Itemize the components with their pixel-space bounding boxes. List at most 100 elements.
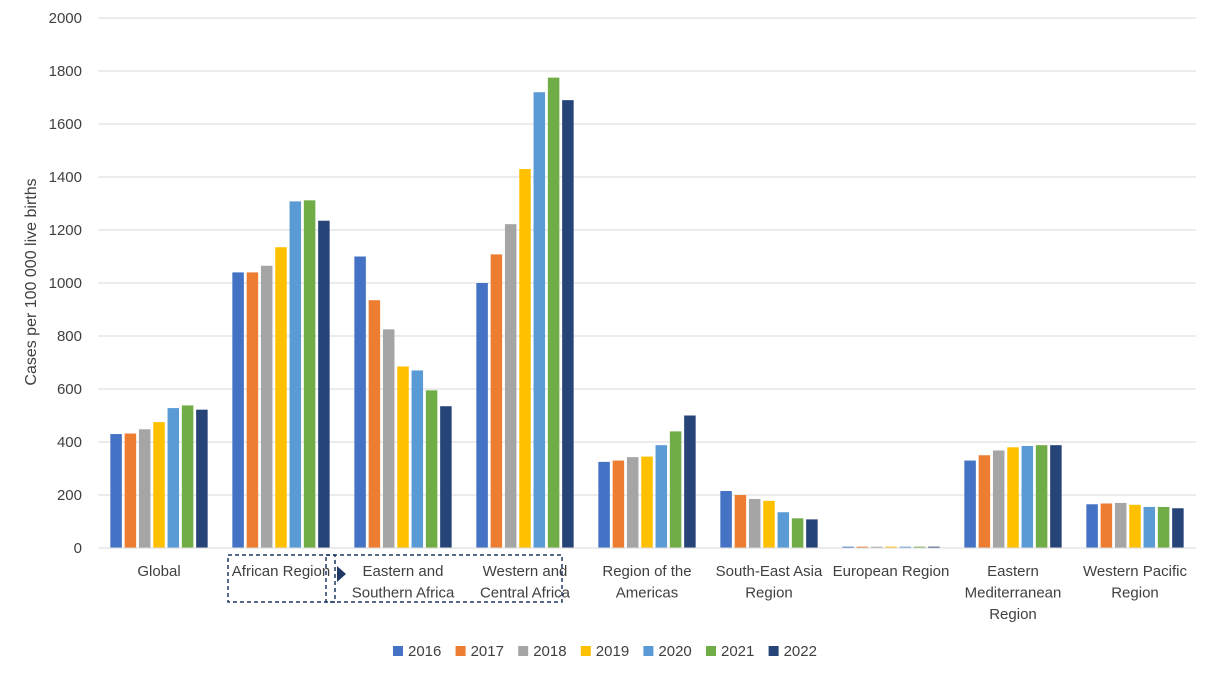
bar: [110, 434, 122, 548]
bar: [992, 450, 1005, 548]
x-category-label-line: South-East Asia: [716, 563, 823, 580]
y-tick-label: 200: [57, 487, 82, 504]
bar: [626, 457, 639, 548]
x-category-label: South-East Asia Region: [716, 563, 823, 602]
bar: [1086, 504, 1098, 548]
bar: [791, 518, 804, 548]
bar: [246, 272, 259, 548]
bar: [289, 201, 302, 548]
bar: [368, 300, 381, 548]
bar: [1021, 445, 1034, 548]
bar: [382, 329, 395, 548]
x-category-label: Western Pacific Region: [1083, 563, 1187, 602]
bar: [856, 546, 869, 548]
bar: [598, 461, 610, 548]
bar: [533, 92, 546, 548]
bar: [1035, 445, 1048, 548]
bar: [964, 460, 976, 548]
x-category-label-line: Mediterranean: [965, 585, 1062, 602]
bar: [720, 491, 732, 548]
y-axis-label: Cases per 100 000 live births: [23, 178, 40, 385]
bar: [928, 546, 940, 548]
bar: [1172, 508, 1184, 548]
x-category-label-line: Western and: [483, 563, 568, 580]
bar: [547, 77, 560, 548]
legend-label: 2019: [596, 643, 629, 660]
bar: [913, 546, 926, 548]
legend-swatch: [706, 646, 716, 656]
x-category-label: Global: [137, 563, 180, 580]
bar: [167, 408, 180, 548]
bar: [1129, 504, 1141, 548]
subregion-group-box: [325, 554, 563, 603]
x-axis-category-labels: Global African Region Eastern and Southern …: [137, 563, 1187, 623]
y-tick-label: 800: [57, 328, 82, 345]
legend-label: 2016: [408, 643, 441, 660]
legend-swatch: [580, 646, 591, 656]
x-category-label-line: Eastern: [987, 563, 1039, 580]
legend-swatch: [768, 646, 779, 656]
bar: [397, 366, 409, 548]
bars: [110, 77, 1184, 549]
bar: [153, 422, 165, 548]
bar: [440, 406, 452, 548]
bar: [275, 247, 287, 548]
bar: [763, 500, 775, 548]
bar: [476, 283, 488, 548]
y-tick-label: 0: [74, 540, 82, 557]
bar: [181, 405, 194, 548]
bar: [562, 100, 574, 549]
y-tick-label: 1200: [49, 222, 82, 239]
x-category-label: European Region: [833, 563, 950, 580]
bar: [669, 431, 682, 548]
x-category-label-line: Southern Africa: [352, 585, 455, 602]
x-category-label: Region of the Americas: [602, 563, 691, 602]
x-category-label-line: African Region: [232, 563, 330, 580]
bar: [303, 200, 316, 548]
bar: [777, 512, 790, 548]
legend-label: 2022: [784, 643, 817, 660]
x-category-label: African Region: [232, 563, 330, 580]
bar: [1143, 506, 1156, 548]
x-category-label-line: Eastern and: [363, 563, 444, 580]
bar: [655, 445, 668, 548]
bar: [196, 409, 208, 548]
bar: [1114, 502, 1127, 548]
bar: [260, 265, 273, 548]
bar: [138, 429, 151, 548]
legend-swatch: [643, 646, 654, 656]
bar: [734, 495, 747, 548]
bar: [318, 220, 330, 548]
y-tick-label: 1600: [49, 116, 82, 133]
bar: [411, 370, 424, 548]
y-tick-label: 1800: [49, 63, 82, 80]
bar: [612, 460, 625, 548]
y-axis-ticks: 0 200 400 600 800 1000 1200 1400 1600 1800 2000: [49, 10, 82, 557]
bar: [885, 546, 897, 548]
group-arrow: [337, 566, 346, 582]
legend-label: 2017: [471, 643, 504, 660]
y-tick-label: 600: [57, 381, 82, 398]
y-tick-label: 2000: [49, 10, 82, 27]
x-category-label-line: Western Pacific: [1083, 563, 1187, 580]
bar: [232, 272, 244, 548]
grouping-annotations: [227, 554, 563, 603]
legend-swatch: [455, 646, 466, 656]
bar: [425, 390, 438, 548]
bar: [870, 546, 883, 548]
bar: [899, 546, 912, 548]
x-category-label-line: Central Africa: [480, 585, 571, 602]
bar: [124, 433, 137, 548]
x-category-label-line: Global: [137, 563, 180, 580]
x-category-label: Western and Central Africa: [480, 563, 571, 602]
x-category-label-line: European Region: [833, 563, 950, 580]
legend-swatch: [393, 646, 403, 656]
bar: [354, 256, 366, 548]
x-category-label-line: Americas: [616, 585, 679, 602]
bar: [978, 455, 991, 548]
bar: [641, 456, 653, 548]
legend: 2016 2017 2018 2019 2020 2021 2022: [393, 643, 817, 660]
legend-label: 2018: [533, 643, 566, 660]
x-category-label: Eastern and Southern Africa: [352, 563, 455, 602]
